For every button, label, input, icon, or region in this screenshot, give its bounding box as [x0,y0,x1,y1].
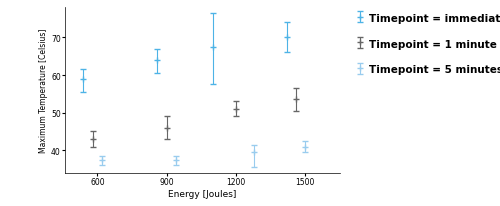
X-axis label: Energy [Joules]: Energy [Joules] [168,189,236,198]
Legend: Timepoint = immediate, Timepoint = 1 minute, Timepoint = 5 minutes: Timepoint = immediate, Timepoint = 1 min… [356,13,500,75]
Y-axis label: Maximum Temperature [Celsius]: Maximum Temperature [Celsius] [40,29,48,152]
